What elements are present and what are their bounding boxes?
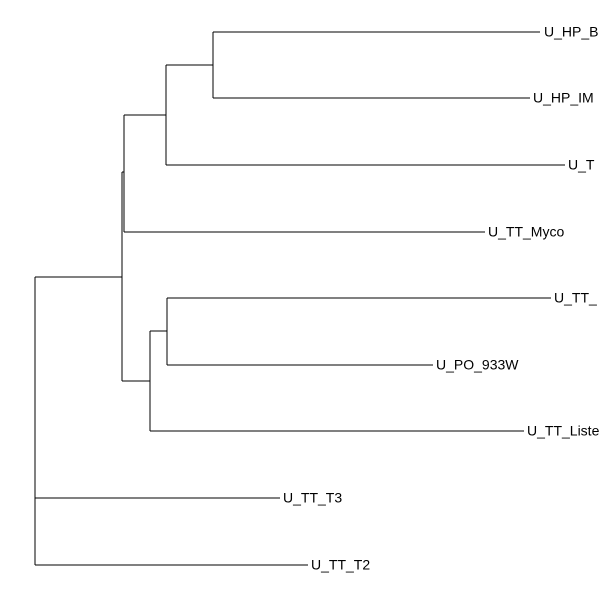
leaf-label: U_HP_B	[544, 24, 598, 40]
leaf-labels: U_HP_B U_HP_IM U_T U_TT_Myco U_TT_ U_PO_…	[283, 24, 600, 573]
leaf-label: U_T	[568, 157, 595, 173]
leaf-label: U_TT_T2	[311, 557, 370, 573]
leaf-label: U_TT_Liste	[527, 423, 600, 439]
leaf-label: U_TT_T3	[283, 490, 342, 506]
leaf-label: U_TT_	[554, 290, 597, 306]
leaf-label: U_PO_933W	[436, 357, 519, 373]
branches	[34, 31, 565, 566]
leaf-label: U_TT_Myco	[488, 224, 564, 240]
leaf-label: U_HP_IM	[533, 90, 594, 106]
